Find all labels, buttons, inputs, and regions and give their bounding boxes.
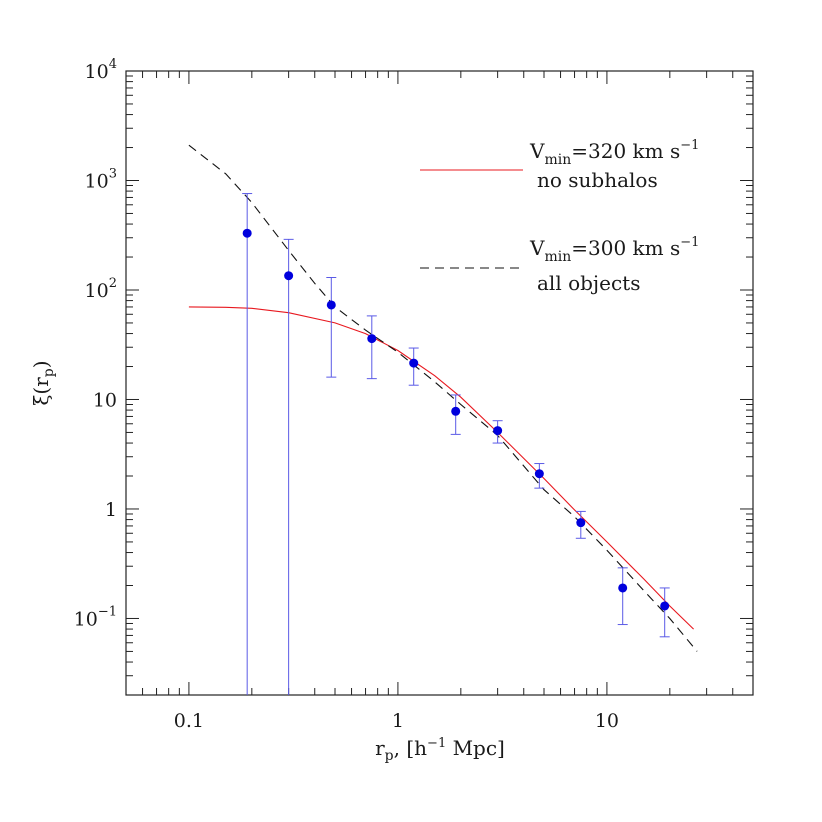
x-axis-label: rp, [h−1 Mpc]: [375, 736, 505, 764]
solid-model-line: [188, 306, 694, 630]
data-point: [618, 583, 628, 593]
y-tick-label: 104: [85, 57, 117, 83]
data-point-group: [242, 193, 253, 695]
data-point-group: [408, 347, 419, 386]
data-point: [451, 406, 461, 416]
data-point-group: [659, 587, 670, 638]
legend-label: Vmin=300 km s−1: [529, 235, 699, 265]
y-tick-label: 103: [85, 166, 117, 192]
plot-frame: [125, 70, 754, 696]
data-point-group: [575, 510, 586, 539]
data-point-group: [366, 315, 377, 380]
data-point: [284, 271, 294, 281]
data-point: [660, 601, 670, 611]
tick-labels: 0.1 1 10 10−1 1 10 102 103 104: [74, 57, 619, 732]
data-point-group: [492, 420, 503, 444]
y-tick-label: 10−1: [74, 604, 117, 630]
y-tick-label: 1: [105, 499, 117, 521]
data-point: [367, 334, 377, 344]
data-point-group: [534, 463, 545, 489]
y-tick-label: 10: [93, 389, 117, 411]
model-lines: [188, 144, 698, 652]
legend-label-line2: no subhalos: [537, 168, 658, 192]
legend-label-line2: all objects: [537, 271, 640, 295]
data-point: [326, 300, 336, 310]
axis-ticks: [125, 70, 754, 696]
data-points: [242, 193, 670, 695]
legend-label: Vmin=320 km s−1: [529, 138, 699, 168]
legend: Vmin=320 km s−1no subhalos Vmin=300 km s−…: [420, 138, 699, 295]
y-axis-label: ξ(rp): [29, 360, 57, 405]
x-tick-label: 10: [595, 710, 619, 732]
x-tick-label: 0.1: [174, 710, 204, 732]
data-point-group: [450, 394, 461, 435]
data-point-group: [283, 238, 294, 695]
y-tick-label: 102: [85, 276, 117, 302]
data-point-group: [617, 567, 628, 626]
data-point: [493, 426, 503, 436]
data-point: [576, 518, 586, 528]
data-point-group: [326, 277, 337, 378]
dashed-model-line: [188, 144, 698, 652]
x-tick-label: 1: [392, 710, 404, 732]
data-point: [534, 469, 544, 479]
data-point: [242, 228, 252, 238]
data-point: [409, 358, 419, 368]
